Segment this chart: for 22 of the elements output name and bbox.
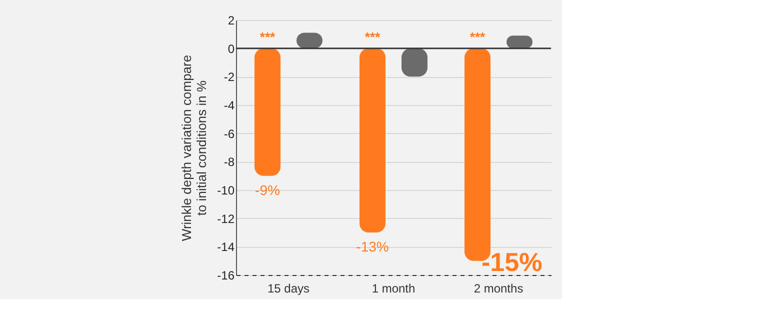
y-tick-label: 2 bbox=[228, 14, 235, 28]
y-tick-label: -4 bbox=[224, 98, 235, 112]
annotation: *** bbox=[260, 29, 276, 44]
bar bbox=[254, 48, 280, 176]
y-axis-title: Wrinkle depth variation compare to initial conditions in % bbox=[179, 54, 210, 242]
bar bbox=[360, 48, 386, 232]
y-tick-label: -6 bbox=[224, 126, 235, 141]
x-tick-label: 1 month bbox=[372, 282, 416, 296]
data-label: -9% bbox=[255, 182, 280, 198]
annotation: *** bbox=[364, 29, 382, 44]
y-tick-label: -12 bbox=[217, 212, 235, 226]
y-tick-label: -2 bbox=[224, 70, 235, 84]
x-tick-label: 2 months bbox=[474, 282, 524, 296]
y-tick-label: 0 bbox=[228, 42, 235, 56]
y-tick-label: -14 bbox=[217, 240, 235, 254]
x-tick-label: 15 days bbox=[267, 282, 310, 296]
annotation: *** bbox=[470, 29, 486, 44]
y-tick-label: -10 bbox=[217, 184, 235, 198]
data-label: -13% bbox=[356, 238, 389, 254]
data-label: -15% bbox=[482, 246, 542, 277]
y-tick-label: -16 bbox=[217, 268, 235, 282]
y-tick-label: -8 bbox=[224, 155, 235, 170]
